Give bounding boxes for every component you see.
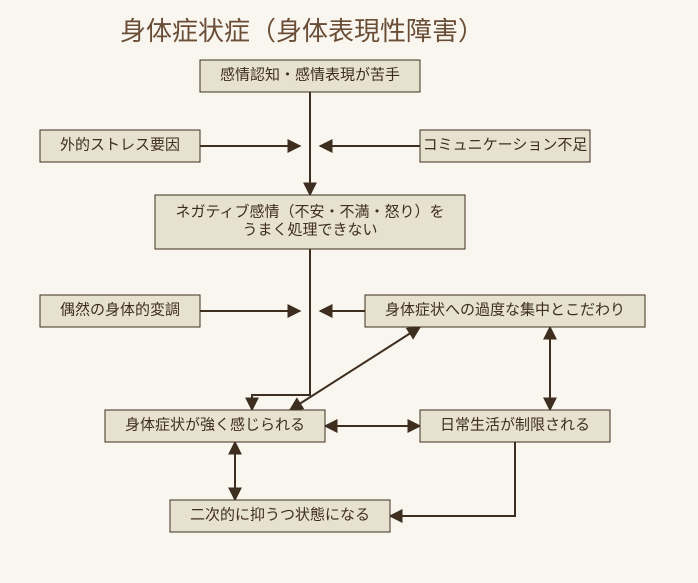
node-n5: 偶然の身体的変調 xyxy=(40,295,200,327)
node-label-n5: 偶然の身体的変調 xyxy=(60,301,180,318)
node-label-n2: 外的ストレス要因 xyxy=(60,136,180,153)
node-label-n7: 身体症状が強く感じられる xyxy=(125,416,305,433)
node-n2: 外的ストレス要因 xyxy=(40,130,200,162)
node-n8: 日常生活が制限される xyxy=(420,410,610,442)
node-label-n4-line0: ネガティブ感情（不安・不満・怒り）を xyxy=(175,202,444,220)
node-n6: 身体症状への過度な集中とこだわり xyxy=(365,295,645,327)
node-n9: 二次的に抑うつ状態になる xyxy=(170,500,390,532)
node-label-n6: 身体症状への過度な集中とこだわり xyxy=(385,301,625,318)
node-n1: 感情認知・感情表現が苦手 xyxy=(200,60,420,92)
flowchart-canvas: 身体症状症（身体表現性障害） 感情認知・感情表現が苦手外的ストレス要因 コミュニケ… xyxy=(0,0,698,583)
node-label-n9: 二次的に抑うつ状態になる xyxy=(190,506,370,523)
node-n3: コミュニケーション不足 xyxy=(420,130,590,162)
node-n4: ネガティブ感情（不安・不満・怒り）をうまく処理できない xyxy=(155,195,465,249)
node-n7: 身体症状が強く感じられる xyxy=(105,410,325,442)
node-label-n8: 日常生活が制限される xyxy=(440,416,590,433)
edge-3 xyxy=(252,249,310,410)
edge-10 xyxy=(390,442,515,516)
node-label-n4-line1: うまく処理できない xyxy=(242,221,377,238)
node-label-n1: 感情認知・感情表現が苦手 xyxy=(220,66,400,83)
nodes-group: 感情認知・感情表現が苦手外的ストレス要因 コミュニケーション不足ネガティブ感情（不… xyxy=(40,60,645,532)
node-label-n3: コミュニケーション不足 xyxy=(423,136,588,153)
diagram-title: 身体症状症（身体表現性障害） xyxy=(120,17,484,46)
